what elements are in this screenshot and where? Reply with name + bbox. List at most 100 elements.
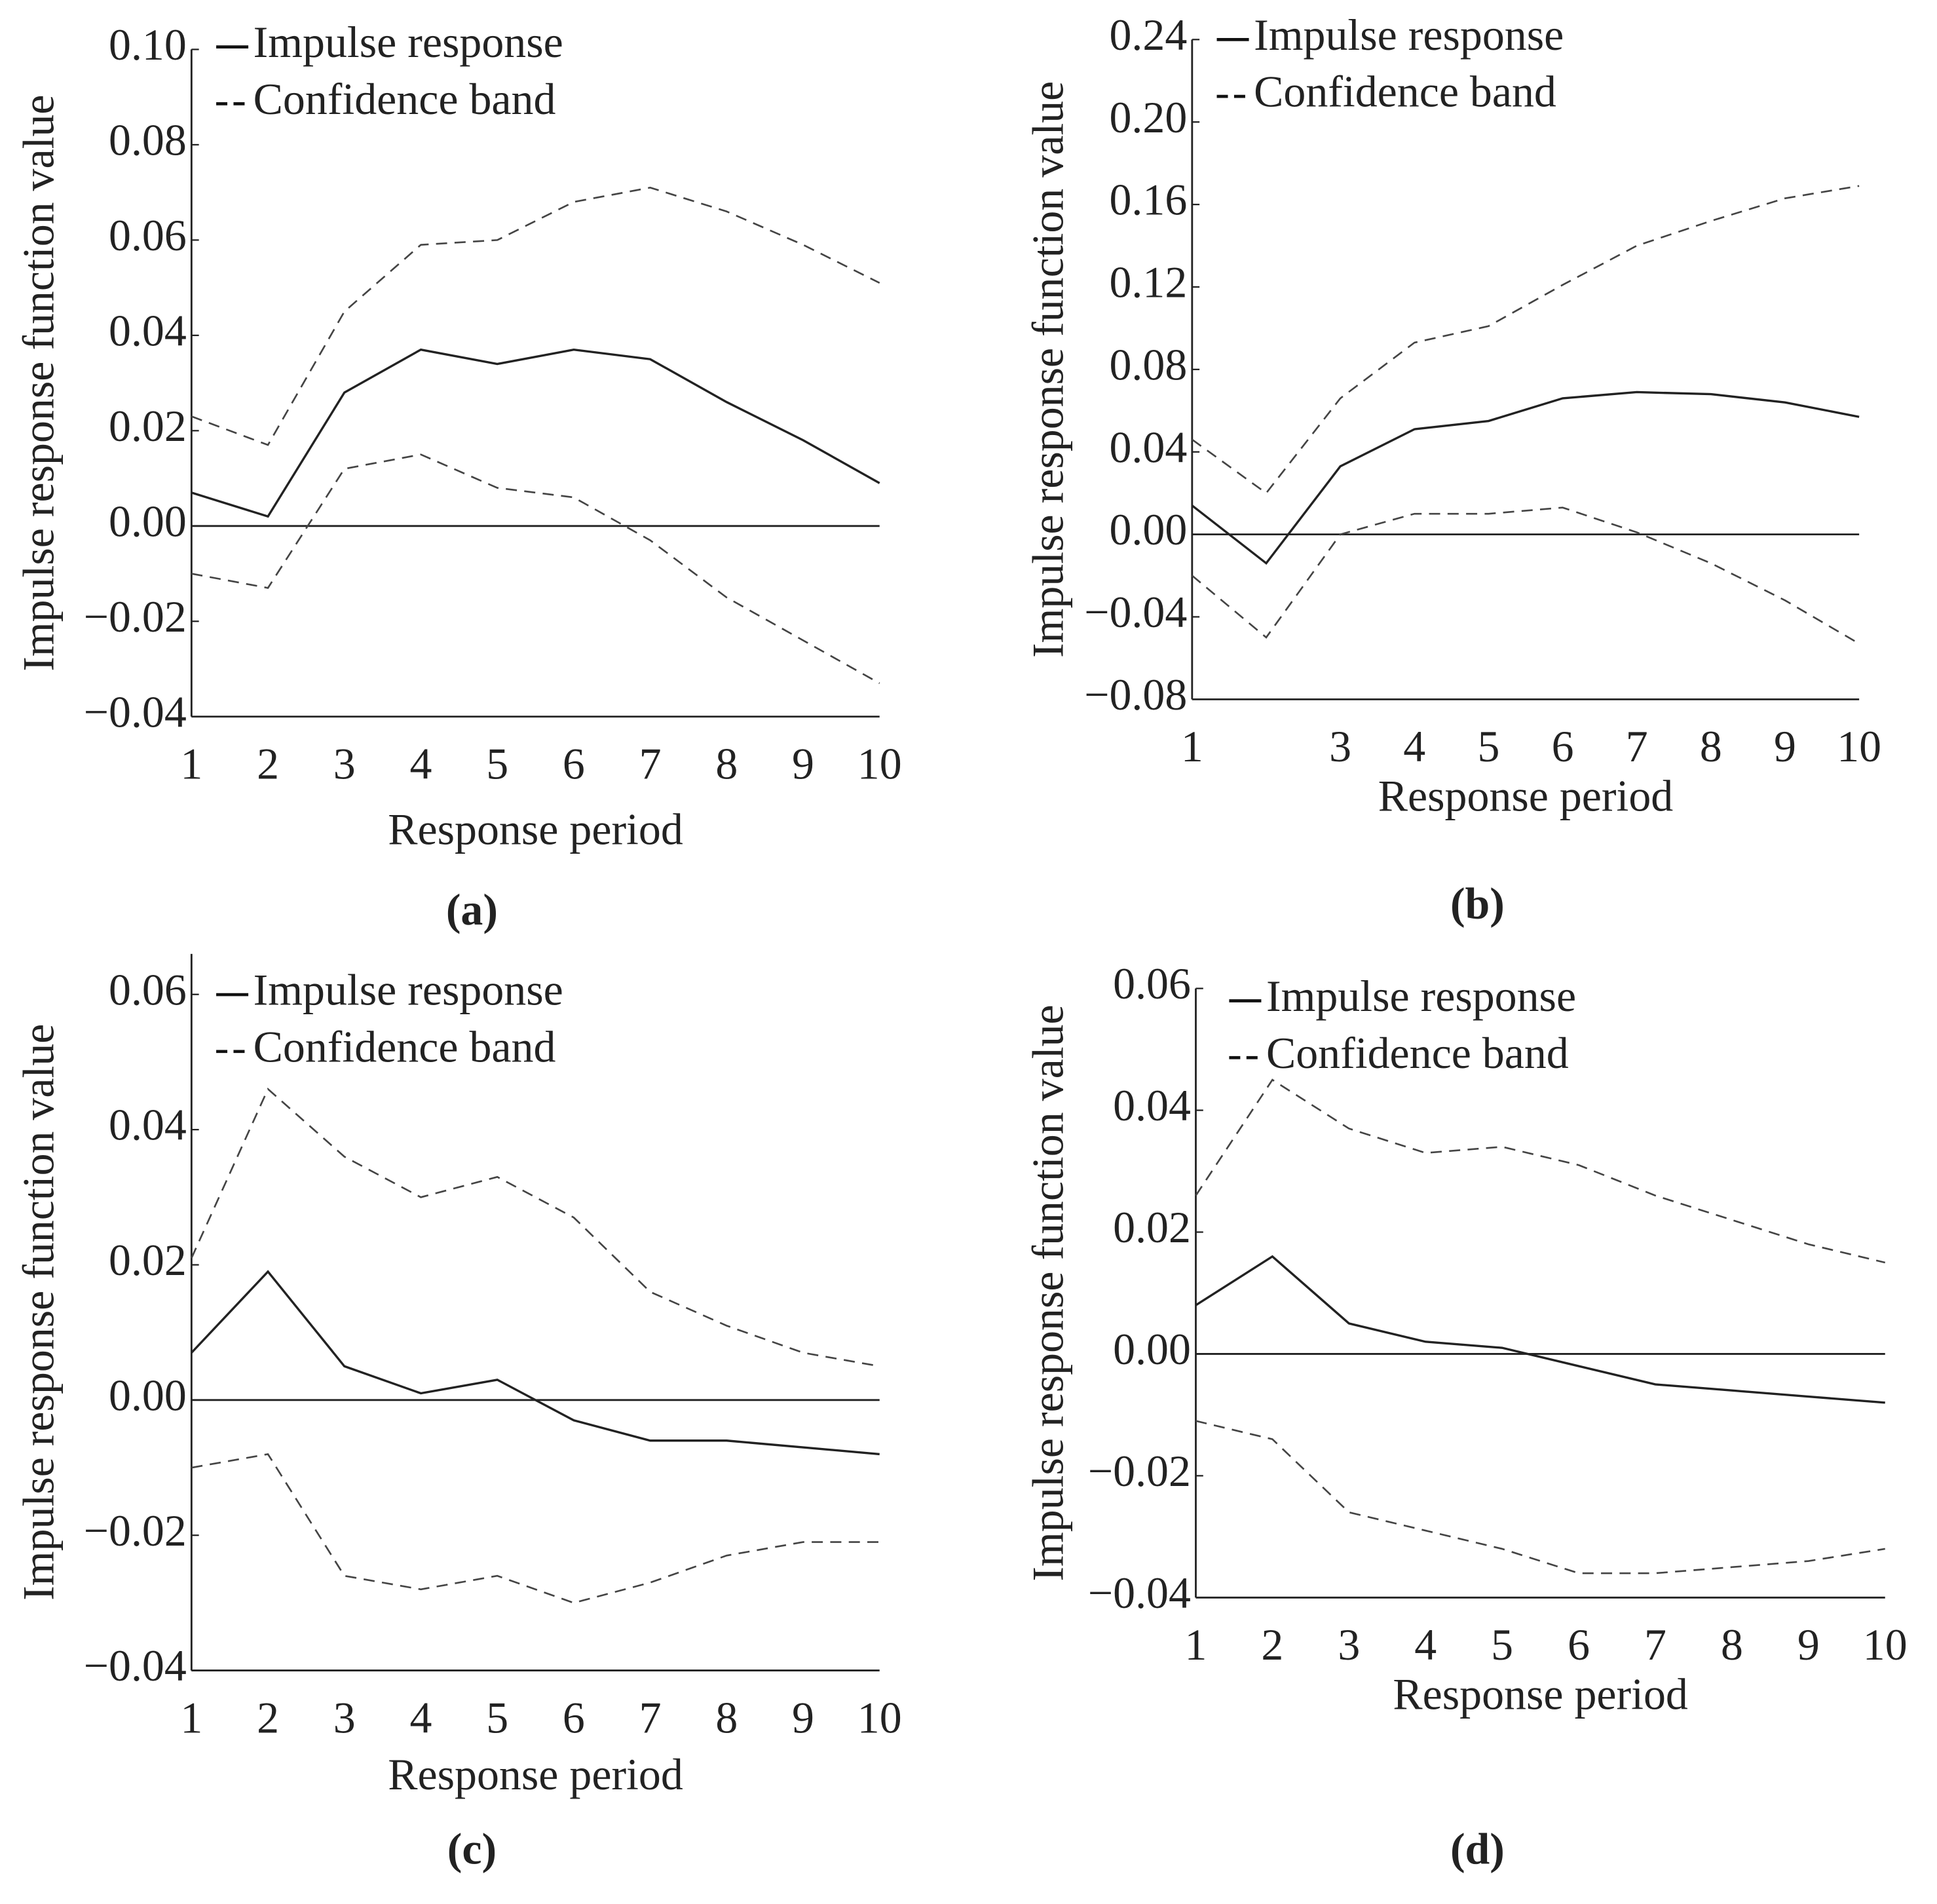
y-tick-label: −0.04	[1084, 588, 1187, 637]
x-tick-label: 1	[180, 1693, 202, 1742]
y-tick-label: 0.24	[1110, 10, 1188, 60]
x-tick-label: 6	[563, 740, 585, 789]
x-tick-label: 1	[180, 740, 202, 789]
x-tick-label: 9	[1797, 1620, 1820, 1669]
x-tick-label: 2	[257, 740, 279, 789]
x-tick-label: 8	[1700, 722, 1722, 771]
x-tick-label: 8	[715, 1693, 738, 1742]
x-tick-label: 4	[409, 740, 432, 789]
x-tick-label: 4	[409, 1693, 432, 1742]
y-tick-label: 0.04	[1110, 423, 1188, 472]
x-tick-label: 3	[333, 740, 356, 789]
x-tick-label: 7	[639, 1693, 662, 1742]
x-tick-label: 6	[1552, 722, 1574, 771]
y-axis-label: Impulse response function value	[14, 1024, 64, 1601]
y-axis-label: Impulse response function value	[1023, 1004, 1072, 1581]
series-line	[1191, 506, 1860, 645]
panel-label: (d)	[1450, 1824, 1505, 1873]
x-tick-label: 7	[1644, 1620, 1666, 1669]
y-tick-label: −0.02	[84, 1506, 187, 1555]
y-tick-label: 0.08	[109, 115, 187, 164]
legend-label: Impulse response	[254, 18, 563, 67]
x-tick-label: 3	[333, 1693, 356, 1742]
y-tick-label: 0.20	[1110, 93, 1188, 142]
series-line	[191, 1453, 880, 1604]
y-tick-label: 0.02	[1113, 1203, 1191, 1252]
y-tick-label: 0.06	[109, 211, 187, 260]
x-tick-label: 5	[1491, 1620, 1513, 1669]
x-tick-label: 1	[1181, 722, 1203, 771]
x-tick-label: 4	[1414, 1620, 1437, 1669]
x-axis-label: Response period	[1378, 772, 1674, 821]
y-tick-label: 0.04	[109, 306, 187, 355]
x-tick-label: 9	[792, 1693, 814, 1742]
x-tick-label: 9	[1774, 722, 1796, 771]
y-tick-label: 0.06	[1113, 959, 1191, 1008]
legend-label: Confidence band	[1254, 67, 1556, 117]
x-axis-label: Response period	[388, 805, 683, 854]
series-line	[1195, 1420, 1885, 1574]
legend-label: Confidence band	[1266, 1029, 1569, 1078]
y-tick-label: 0.02	[109, 402, 187, 451]
x-tick-label: 6	[1568, 1620, 1590, 1669]
series-line	[191, 453, 880, 684]
y-tick-label: −0.04	[84, 687, 187, 736]
x-tick-label: 8	[1721, 1620, 1743, 1669]
y-tick-label: 0.00	[1110, 505, 1188, 554]
y-tick-label: 0.06	[109, 965, 187, 1014]
y-tick-label: −0.08	[1084, 670, 1187, 719]
y-tick-label: 0.04	[1113, 1081, 1191, 1130]
y-axis-label: Impulse response function value	[1023, 81, 1072, 658]
x-tick-label: 3	[1329, 722, 1351, 771]
legend-label: Confidence band	[254, 75, 556, 124]
panel-label: (a)	[446, 885, 498, 934]
x-tick-label: 6	[563, 1693, 585, 1742]
x-tick-label: 5	[486, 740, 508, 789]
x-axis-label: Response period	[1393, 1670, 1688, 1719]
x-tick-label: 10	[1837, 722, 1881, 771]
panel-label: (c)	[447, 1824, 497, 1873]
x-tick-label: 5	[486, 1693, 508, 1742]
x-tick-label: 1	[1185, 1620, 1207, 1669]
series-line	[191, 348, 880, 518]
x-tick-label: 9	[792, 740, 814, 789]
x-axis-label: Response period	[388, 1750, 683, 1799]
x-tick-label: 7	[1626, 722, 1648, 771]
x-tick-label: 8	[715, 740, 738, 789]
x-tick-label: 2	[257, 1693, 279, 1742]
x-tick-label: 2	[1261, 1620, 1283, 1669]
y-tick-label: −0.02	[84, 592, 187, 641]
series-line	[191, 1088, 880, 1367]
series-line	[1192, 185, 1860, 495]
y-tick-label: −0.04	[1088, 1569, 1191, 1618]
series-line	[1195, 1255, 1885, 1404]
y-tick-label: 0.00	[109, 497, 187, 546]
x-tick-label: 5	[1477, 722, 1499, 771]
y-tick-label: 0.16	[1110, 176, 1188, 225]
series-line	[191, 1270, 880, 1456]
x-tick-label: 10	[857, 740, 902, 789]
series-line	[1195, 1078, 1886, 1264]
x-tick-label: 3	[1338, 1620, 1360, 1669]
y-tick-label: 0.12	[1110, 258, 1188, 307]
x-tick-label: 7	[639, 740, 662, 789]
x-tick-label: 10	[1863, 1620, 1908, 1669]
legend-label: Impulse response	[1266, 972, 1576, 1021]
y-axis-label: Impulse response function value	[14, 94, 64, 671]
y-tick-label: 0.00	[1113, 1325, 1191, 1374]
legend-label: Impulse response	[254, 966, 563, 1015]
y-tick-label: 0.08	[1110, 340, 1188, 389]
series-line	[191, 187, 880, 446]
y-tick-label: 0.04	[109, 1101, 187, 1150]
x-tick-label: 4	[1403, 722, 1425, 771]
y-tick-label: 0.02	[109, 1236, 187, 1285]
legend-label: Impulse response	[1254, 10, 1564, 60]
y-tick-label: −0.02	[1088, 1447, 1191, 1496]
y-tick-label: 0.10	[109, 20, 187, 69]
x-tick-label: 10	[857, 1693, 902, 1742]
panel-label: (b)	[1450, 879, 1505, 928]
y-tick-label: −0.04	[84, 1641, 187, 1690]
legend-label: Confidence band	[254, 1022, 556, 1071]
y-tick-label: 0.00	[109, 1371, 187, 1420]
